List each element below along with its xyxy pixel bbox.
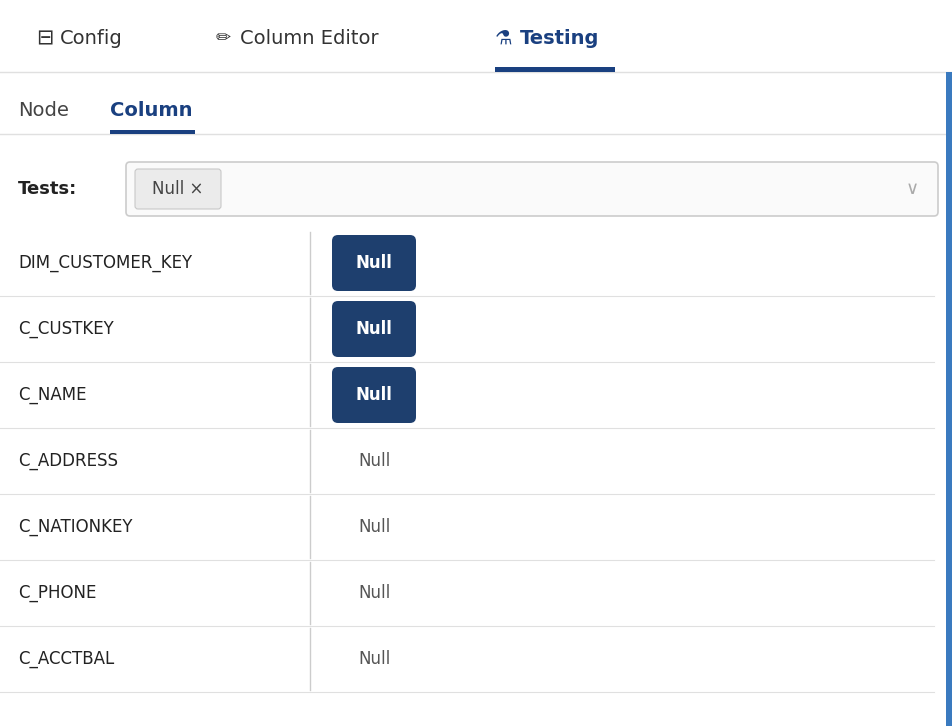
Text: ⊟: ⊟ xyxy=(36,28,53,48)
Text: Null: Null xyxy=(358,650,390,668)
Text: Null: Null xyxy=(355,386,392,404)
Text: Null: Null xyxy=(355,320,392,338)
FancyBboxPatch shape xyxy=(135,169,221,209)
Text: C_ACCTBAL: C_ACCTBAL xyxy=(18,650,114,668)
Text: Column Editor: Column Editor xyxy=(240,28,379,47)
Text: Config: Config xyxy=(60,28,123,47)
Text: Testing: Testing xyxy=(520,28,600,47)
FancyBboxPatch shape xyxy=(332,301,416,357)
FancyBboxPatch shape xyxy=(332,235,416,291)
Text: C_NATIONKEY: C_NATIONKEY xyxy=(18,518,132,536)
Text: C_NAME: C_NAME xyxy=(18,386,87,404)
Bar xyxy=(495,67,615,72)
Text: Null: Null xyxy=(358,584,390,602)
Bar xyxy=(110,130,195,134)
Text: C_ADDRESS: C_ADDRESS xyxy=(18,452,118,470)
Text: DIM_CUSTOMER_KEY: DIM_CUSTOMER_KEY xyxy=(18,254,192,272)
Text: ∨: ∨ xyxy=(905,180,919,198)
Text: ✏: ✏ xyxy=(215,29,230,47)
FancyBboxPatch shape xyxy=(332,367,416,423)
Text: Null: Null xyxy=(355,254,392,272)
Text: Null: Null xyxy=(358,518,390,536)
Text: C_CUSTKEY: C_CUSTKEY xyxy=(18,320,113,338)
Text: Tests:: Tests: xyxy=(18,180,77,198)
Text: ⚗: ⚗ xyxy=(495,28,512,47)
Text: Null ×: Null × xyxy=(152,180,204,198)
FancyBboxPatch shape xyxy=(126,162,938,216)
Text: C_PHONE: C_PHONE xyxy=(18,584,96,602)
Bar xyxy=(946,72,952,726)
Text: Column: Column xyxy=(110,100,192,120)
Bar xyxy=(0,0,952,72)
Text: Node: Node xyxy=(18,100,69,120)
Text: Null: Null xyxy=(358,452,390,470)
